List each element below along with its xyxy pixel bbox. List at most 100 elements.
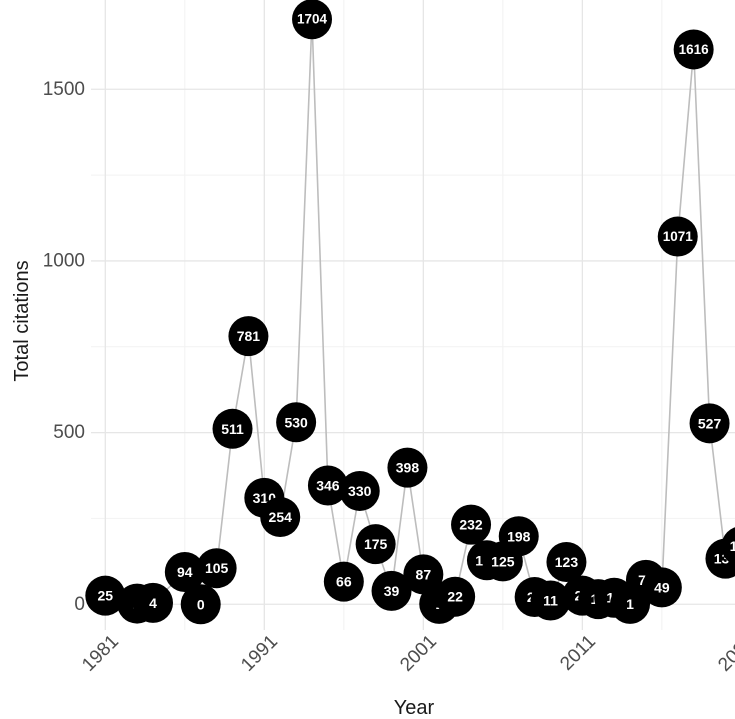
data-point: 1616 [673, 29, 714, 70]
x-tick-label: 2001 [396, 631, 441, 676]
data-label: 25 [98, 588, 114, 604]
data-point: 87 [403, 554, 444, 595]
data-label: 398 [396, 460, 420, 476]
data-label: 511 [221, 421, 244, 437]
data-point-marker [323, 561, 364, 602]
data-point-marker [403, 554, 444, 595]
data-markers: 2524940105511781310254530170434666330175… [85, 0, 735, 625]
data-label: 198 [507, 528, 531, 544]
x-tick-label: 1981 [78, 631, 123, 676]
data-point-marker [196, 548, 237, 589]
data-point: 4 [133, 582, 174, 623]
series-line [105, 19, 735, 607]
data-point-marker [292, 0, 333, 40]
data-point: 11 [530, 580, 571, 621]
data-label: 530 [284, 414, 308, 430]
data-label: 1704 [297, 12, 328, 27]
data-label: 105 [205, 560, 229, 576]
data-point: 0 [180, 584, 221, 625]
data-label: 94 [177, 564, 193, 580]
data-point: 94 [164, 551, 205, 592]
data-point-marker [641, 567, 682, 608]
data-label: 169 [730, 538, 735, 554]
data-point-marker [212, 408, 253, 449]
data-label: 1616 [679, 42, 710, 57]
data-point-marker [339, 470, 380, 511]
gridlines [91, 0, 735, 630]
data-point: 123 [546, 542, 587, 583]
data-label: 123 [555, 554, 579, 570]
data-label: 87 [416, 566, 432, 582]
data-point: 39 [371, 570, 412, 611]
data-point-marker [228, 316, 269, 357]
data-label: 66 [336, 574, 352, 590]
x-tick-label: 1991 [237, 631, 282, 676]
data-point: 530 [276, 402, 317, 443]
data-point-marker [307, 465, 348, 506]
data-point-marker [180, 584, 221, 625]
data-point-marker [498, 516, 539, 557]
data-label: 1071 [663, 229, 694, 244]
data-point-marker [133, 582, 174, 623]
y-axis-ticks: 0 500 1000 1500 [43, 79, 85, 615]
y-tick-label: 1000 [43, 250, 85, 271]
data-point: 254 [260, 497, 301, 538]
data-point-marker [164, 551, 205, 592]
data-point: 49 [641, 567, 682, 608]
data-label: 0 [197, 596, 205, 612]
data-point-marker [721, 527, 735, 566]
data-point: 527 [689, 403, 730, 444]
y-axis-title: Total citations [11, 260, 33, 381]
data-point: 22 [435, 576, 476, 617]
data-point-marker [435, 576, 476, 617]
data-point: 232 [451, 504, 492, 545]
data-point-marker [85, 575, 126, 616]
data-label: 175 [364, 536, 388, 552]
y-tick-label: 1500 [43, 79, 85, 100]
data-label: 527 [698, 415, 722, 431]
data-point-marker [673, 29, 714, 70]
data-point: 1071 [657, 216, 698, 257]
data-point-marker [355, 524, 396, 565]
data-label: 49 [654, 579, 670, 595]
data-label: 254 [269, 509, 293, 525]
x-axis-title: Year [394, 697, 435, 719]
data-label: 22 [447, 589, 463, 605]
data-point: 105 [196, 548, 237, 589]
data-point: 511 [212, 408, 253, 449]
x-tick-label: 2011 [556, 631, 600, 675]
data-label: 232 [459, 517, 483, 533]
data-point: 1704 [292, 0, 333, 40]
data-point: 25 [85, 575, 126, 616]
series-line-group [105, 19, 735, 607]
data-label: 4 [149, 595, 157, 611]
y-tick-label: 500 [53, 422, 85, 443]
data-point-marker [260, 497, 301, 538]
data-point: 169 [721, 527, 735, 566]
data-point-marker [276, 402, 317, 443]
y-tick-label: 0 [74, 594, 85, 615]
data-point: 346 [307, 465, 348, 506]
data-point-marker [387, 447, 428, 488]
data-point: 198 [498, 516, 539, 557]
data-point: 781 [228, 316, 269, 357]
data-point-marker [546, 542, 587, 583]
data-point: 398 [387, 447, 428, 488]
data-point: 175 [355, 524, 396, 565]
data-point-marker [689, 403, 730, 444]
data-label: 1 [626, 596, 634, 612]
x-tick-label: 2021 [714, 631, 735, 676]
data-label: 125 [491, 553, 515, 569]
data-label: 781 [237, 328, 261, 344]
data-point-marker [451, 504, 492, 545]
data-label: 346 [316, 477, 340, 493]
data-label: 39 [384, 583, 400, 599]
data-point-marker [530, 580, 571, 621]
data-point: 66 [323, 561, 364, 602]
data-point: 330 [339, 470, 380, 511]
data-point-marker [371, 570, 412, 611]
data-point-marker [657, 216, 698, 257]
x-axis-ticks: 1981 1991 2001 2011 2021 [78, 631, 735, 676]
data-label: 11 [543, 592, 558, 608]
